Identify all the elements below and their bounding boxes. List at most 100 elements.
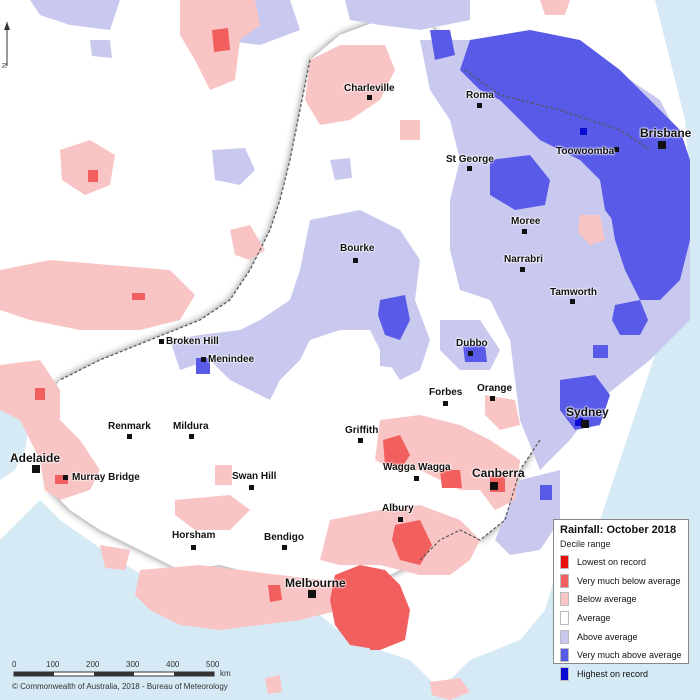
marker-melbourne — [308, 590, 316, 598]
marker-toowoomba — [614, 147, 619, 152]
legend: Rainfall: October 2018 Decile range Lowe… — [553, 519, 689, 681]
legend-label: Highest on record — [577, 668, 649, 679]
legend-item-above-average: Above average — [560, 627, 682, 646]
marker-narrabri — [520, 267, 525, 272]
label-brisbane: Brisbane — [640, 126, 692, 140]
region-border — [59, 59, 651, 561]
scale-tick-100: 100 — [46, 660, 60, 669]
legend-label: Very much above average — [577, 650, 682, 661]
label-griffith: Griffith — [345, 425, 379, 436]
legend-swatch — [560, 555, 569, 570]
label-forbes: Forbes — [429, 387, 463, 398]
legend-item-highest-on-record: Highest on record — [560, 665, 682, 684]
legend-subtitle: Decile range — [560, 539, 611, 549]
marker-murray-bridge — [63, 475, 68, 480]
scale-tick-400: 400 — [166, 660, 180, 669]
marker-roma — [477, 103, 482, 108]
copyright: © Commonwealth of Australia, 2018 - Bure… — [12, 682, 228, 691]
marker-mildura — [189, 434, 194, 439]
label-bourke: Bourke — [340, 243, 375, 254]
legend-swatch — [560, 573, 569, 588]
marker-charleville — [367, 95, 372, 100]
label-melbourne: Melbourne — [285, 576, 346, 590]
label-wagga-wagga: Wagga Wagga — [383, 462, 451, 473]
legend-label: Below average — [577, 594, 637, 605]
below-average-areas — [0, 0, 605, 630]
label-tamworth: Tamworth — [550, 287, 598, 298]
legend-item-lowest-on-record: Lowest on record — [560, 553, 682, 572]
legend-label: Above average — [577, 631, 638, 642]
label-orange: Orange — [477, 383, 513, 394]
legend-swatch — [560, 611, 569, 626]
label-broken-hill: Broken Hill — [166, 336, 219, 347]
marker-moree — [522, 229, 527, 234]
island — [430, 678, 470, 700]
marker-tamworth — [570, 299, 575, 304]
marker-wagga-wagga — [414, 476, 419, 481]
label-murray-bridge: Murray Bridge — [72, 472, 140, 483]
marker-st-george — [467, 166, 472, 171]
scale-unit: km — [220, 669, 231, 678]
scale-tick-500: 500 — [206, 660, 220, 669]
north-arrow-icon — [4, 22, 10, 66]
marker-bendigo — [282, 545, 287, 550]
scale-bar-graphic — [13, 671, 215, 677]
label-roma: Roma — [466, 90, 494, 101]
marker-broken-hill — [159, 339, 164, 344]
label-mildura: Mildura — [173, 421, 209, 432]
marker-griffith — [358, 438, 363, 443]
legend-label: Very much below average — [577, 575, 681, 586]
scale-tick-300: 300 — [126, 660, 140, 669]
marker-bourke — [353, 258, 358, 263]
legend-item-very-much-above-average: Very much above average — [560, 646, 682, 665]
label-albury: Albury — [382, 503, 414, 514]
very-much-above-average-areas — [196, 30, 690, 500]
town-dots — [32, 95, 666, 598]
label-bendigo: Bendigo — [264, 532, 304, 543]
marker-menindee — [201, 357, 206, 362]
north-label: N — [2, 62, 10, 69]
label-menindee: Menindee — [208, 354, 255, 365]
legend-item-very-much-below-average: Very much below average — [560, 572, 682, 591]
marker-sydney — [581, 420, 589, 428]
marker-horsham — [191, 545, 196, 550]
label-sydney: Sydney — [566, 405, 609, 419]
marker-swan-hill — [249, 485, 254, 490]
legend-label: Lowest on record — [577, 557, 647, 568]
label-moree: Moree — [511, 216, 541, 227]
legend-swatch — [560, 648, 569, 663]
marker-orange — [490, 396, 495, 401]
ocean-south — [0, 500, 440, 700]
scale-tick-200: 200 — [86, 660, 100, 669]
label-charleville: Charleville — [344, 83, 395, 94]
label-canberra: Canberra — [472, 466, 525, 480]
marker-canberra — [490, 482, 498, 490]
label-adelaide: Adelaide — [10, 451, 61, 465]
label-swan-hill: Swan Hill — [232, 471, 277, 482]
marker-adelaide — [32, 465, 40, 473]
scale-tick-0: 0 — [12, 660, 17, 669]
marker-renmark — [127, 434, 132, 439]
legend-swatch — [560, 666, 569, 681]
scale-bar: 0 100 200 300 400 500 km — [12, 660, 242, 682]
label-st-george: St George — [446, 154, 494, 165]
legend-label: Average — [577, 613, 611, 624]
label-horsham: Horsham — [172, 530, 216, 541]
marker-dubbo — [468, 351, 473, 356]
legend-rows: Lowest on record Very much below average… — [560, 553, 682, 683]
legend-swatch — [560, 629, 569, 644]
label-narrabri: Narrabri — [504, 254, 543, 265]
legend-item-below-average: Below average — [560, 590, 682, 609]
legend-item-average: Average — [560, 609, 682, 628]
label-renmark: Renmark — [108, 421, 151, 432]
island-small — [265, 675, 282, 694]
marker-forbes — [443, 401, 448, 406]
legend-swatch — [560, 592, 569, 607]
label-toowoomba: Toowoomba — [556, 146, 615, 157]
legend-title: Rainfall: October 2018 — [560, 524, 677, 536]
label-dubbo: Dubbo — [456, 338, 488, 349]
marker-brisbane — [658, 141, 666, 149]
